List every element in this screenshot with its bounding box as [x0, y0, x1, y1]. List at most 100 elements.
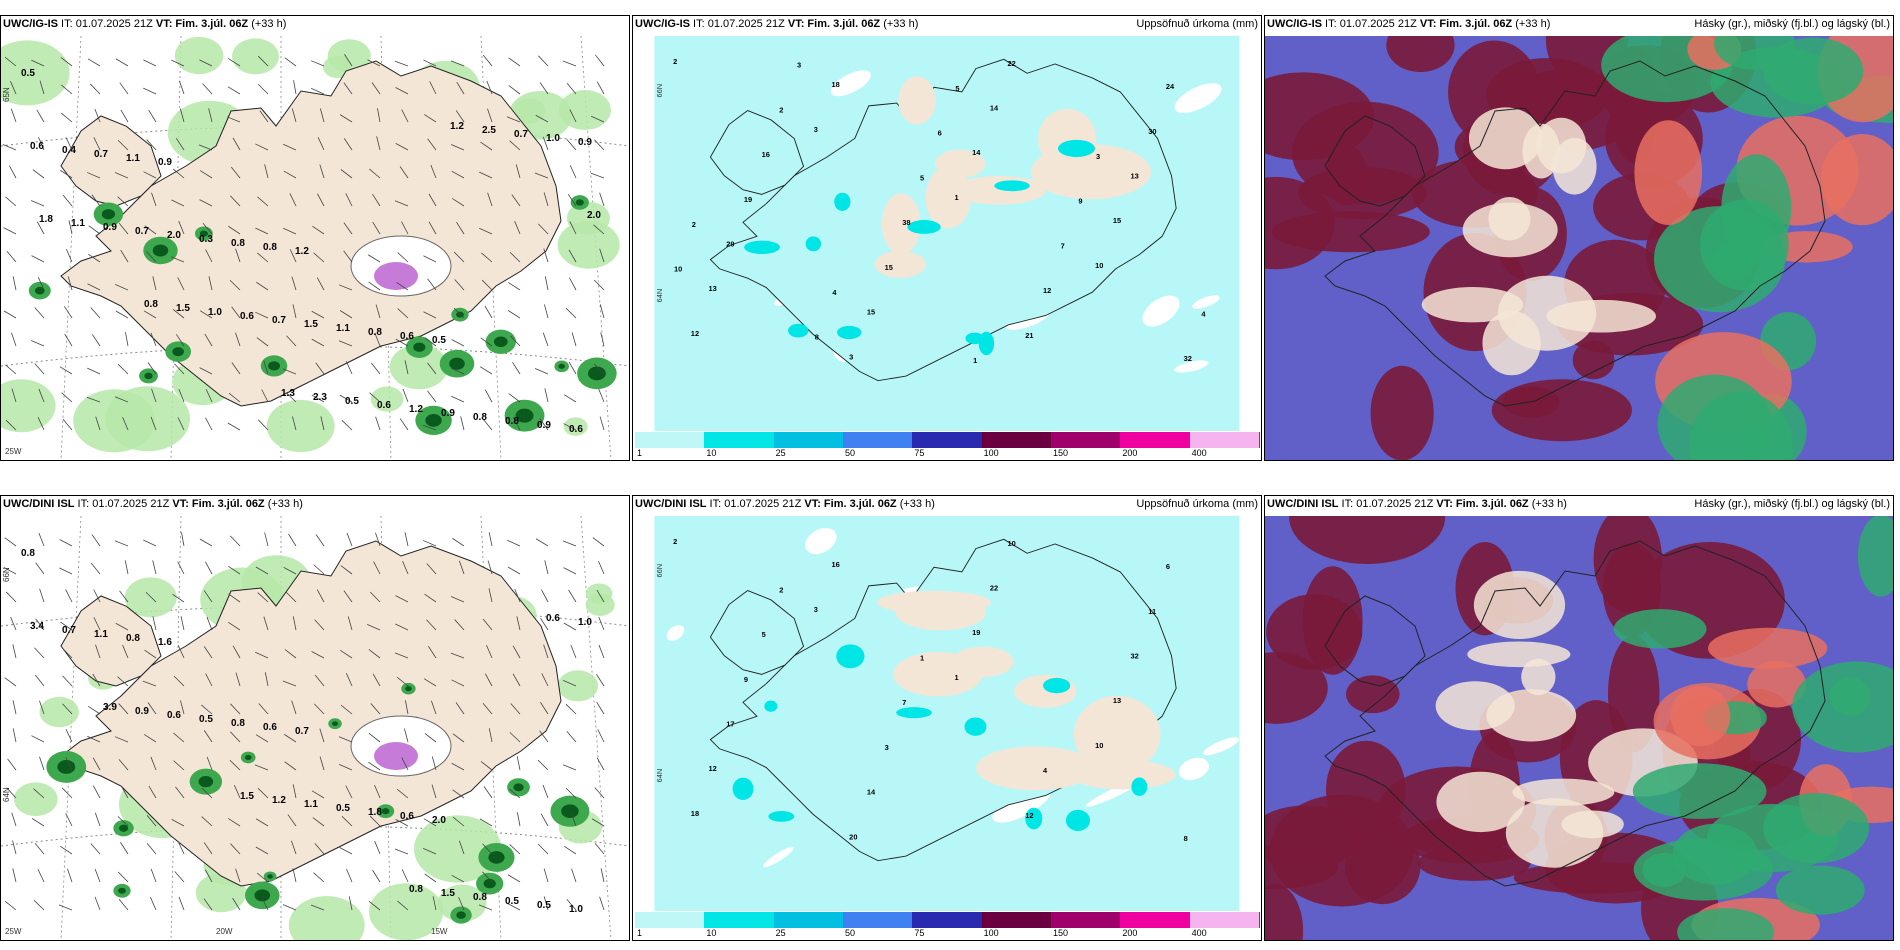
wind-barb	[373, 561, 381, 575]
wind-barb	[11, 332, 17, 347]
precip-value-label: 9	[744, 675, 748, 684]
precip-area	[764, 700, 778, 712]
precip-value-label: 32	[1184, 354, 1192, 363]
wind-barb	[423, 848, 437, 855]
wind-barb	[92, 757, 101, 771]
wind-barb	[228, 565, 241, 575]
wind-barb	[65, 589, 73, 603]
wind-barb	[347, 616, 353, 631]
wind-barb	[563, 679, 577, 687]
wind-barb	[343, 222, 353, 235]
precip-area	[907, 220, 941, 234]
dry-area	[925, 166, 972, 229]
wind-barb	[117, 139, 129, 151]
wind-barb	[340, 565, 353, 575]
gust-core	[483, 878, 496, 889]
wind-barb	[598, 388, 605, 403]
precip-value-label: 2	[779, 585, 783, 594]
wind-barb	[515, 164, 521, 179]
gust-area-light	[389, 344, 449, 390]
wind-barb	[488, 588, 493, 603]
wind-barb	[511, 194, 521, 207]
wind-barb	[201, 816, 213, 827]
gust-value-label: 0.5	[21, 68, 35, 79]
no-precip-area	[1174, 360, 1209, 373]
wind-barb	[93, 617, 101, 631]
wind-barb	[426, 563, 437, 575]
wind-barb	[430, 700, 437, 715]
colorbar-tick-label: 25	[775, 928, 786, 938]
high-cloud-area	[1657, 374, 1772, 460]
wind-barb	[397, 252, 409, 263]
wind-barb	[427, 390, 437, 403]
wind-barb	[118, 898, 129, 911]
wind-barb	[566, 899, 577, 911]
no-precip-area	[830, 70, 871, 97]
wind-barb	[596, 674, 605, 687]
gust-area-light	[557, 220, 620, 269]
wind-barb	[33, 899, 45, 911]
wind-barb	[39, 756, 45, 771]
wind-barb	[289, 249, 297, 263]
wind-barb	[310, 904, 325, 911]
wind-barb	[509, 844, 521, 855]
wind-barb	[510, 335, 521, 347]
wind-barb	[199, 367, 213, 375]
precip-area	[1043, 677, 1071, 694]
wind-barb	[537, 843, 549, 855]
gust-area-light	[174, 36, 224, 75]
wind-barb	[93, 137, 101, 151]
precip-value-label: 4	[1201, 309, 1206, 318]
wind-barb	[401, 221, 409, 235]
gust-value-label: 0.5	[336, 803, 350, 814]
panel-dini-cloud: UWC/DINI ISL IT: 01.07.2025 21Z VT: Fim.…	[1264, 495, 1894, 941]
wind-barb	[512, 361, 521, 375]
wind-barb	[95, 644, 101, 659]
colorbar-tick-label: 400	[1191, 448, 1207, 458]
axis-label: 64N	[655, 289, 664, 303]
wind-barb	[377, 108, 381, 123]
wind-barb	[36, 221, 45, 235]
precip-area	[978, 331, 995, 356]
wind-barb	[172, 309, 185, 319]
gust-value-label: 0.5	[432, 335, 446, 346]
wind-barb	[371, 362, 381, 375]
wind-barb	[263, 360, 269, 375]
wind-barb	[396, 788, 409, 799]
colorbar-segment	[704, 432, 775, 448]
westfjords-landmass	[60, 115, 162, 207]
wind-barb	[374, 332, 381, 347]
wind-barb	[428, 193, 437, 207]
wind-barb	[482, 54, 493, 67]
gust-value-label: 3.9	[103, 702, 117, 713]
wind-barb	[401, 757, 409, 771]
wind-barb	[199, 538, 213, 547]
colorbar-tick-label: 10	[706, 448, 717, 458]
wind-barb	[291, 700, 297, 715]
wind-barb	[565, 787, 577, 799]
no-precip-area	[1142, 295, 1180, 327]
gust-area-light	[370, 386, 404, 412]
gust-core	[172, 347, 184, 357]
wind-barb	[285, 392, 297, 403]
wind-barb	[451, 367, 465, 375]
wind-barb	[88, 225, 101, 235]
gust-value-label: 1.0	[578, 617, 592, 628]
gust-core	[331, 721, 339, 727]
wind-barb	[427, 138, 437, 151]
wind-barb	[394, 60, 409, 67]
panel-title: UWC/DINI ISL IT: 01.07.2025 21Z VT: Fim.…	[3, 498, 303, 510]
precip-area	[768, 811, 795, 822]
wind-barb	[454, 279, 465, 291]
wind-barb	[118, 703, 129, 715]
wind-barb	[178, 896, 185, 911]
wind-barb	[115, 58, 129, 67]
precip-value-label: 30	[1148, 127, 1156, 136]
high-cloud-area	[1632, 763, 1767, 819]
wind-barb	[571, 332, 577, 347]
wind-barb	[455, 702, 465, 715]
wind-barb	[543, 192, 549, 207]
gust-core	[456, 911, 466, 919]
gust-value-label: 0.9	[441, 408, 455, 419]
wind-barb	[60, 845, 73, 855]
